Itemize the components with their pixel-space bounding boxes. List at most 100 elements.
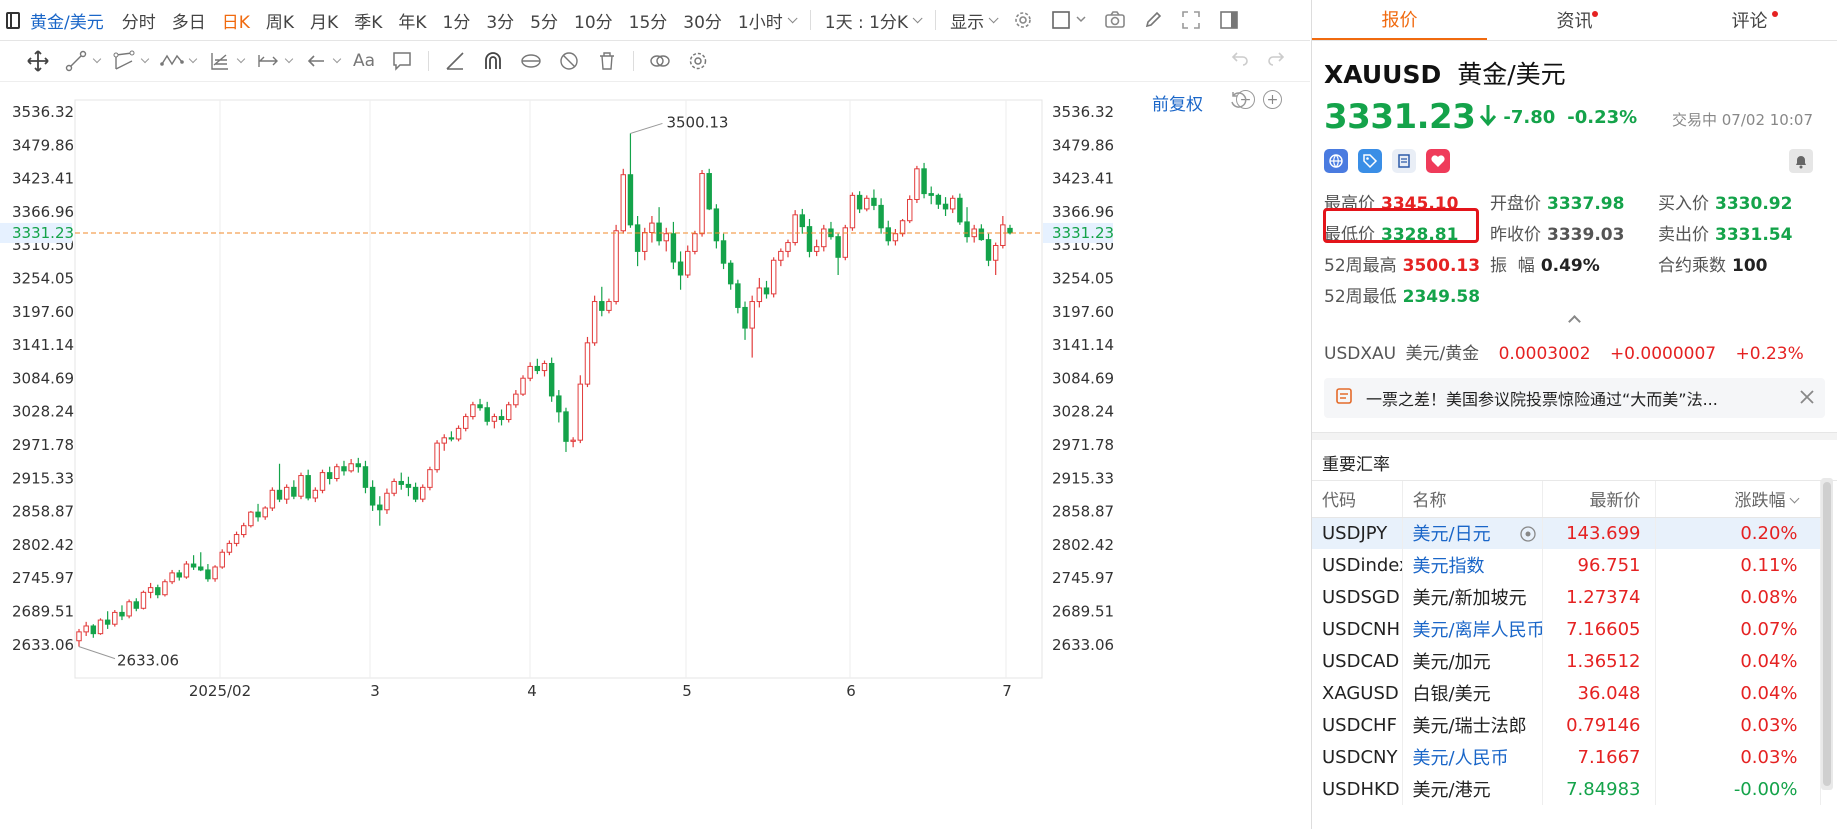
timeframe-yearly[interactable]: 年K <box>398 12 427 33</box>
fx-name[interactable]: 美元/瑞士法郎 <box>1402 709 1543 741</box>
candle-body <box>505 404 512 421</box>
interval-dropdown[interactable]: 1小时 <box>738 8 798 33</box>
bell-icon[interactable] <box>1789 149 1813 173</box>
collapse-stats-button[interactable] <box>1324 309 1825 329</box>
news-ticker[interactable]: 一票之差！美国参议院投票惊险通过“大而美”法... <box>1324 378 1825 418</box>
y-axis-label-left: 3536.32 <box>12 103 74 121</box>
heart-icon[interactable] <box>1426 149 1450 173</box>
fx-name[interactable]: 美元/新加坡元 <box>1402 581 1543 613</box>
symbol-selector[interactable]: 黄金/美元 <box>0 8 122 33</box>
wave-tool-icon[interactable] <box>158 47 186 75</box>
comment-tool-icon[interactable] <box>388 47 416 75</box>
side-panel-toggle-icon[interactable] <box>1217 8 1241 32</box>
candlestick-chart[interactable]: 3536.32 3536.32 3479.86 3479.86 3423.41 3423.… <box>0 82 1310 829</box>
chevron-down-icon[interactable] <box>140 54 150 64</box>
lock-drawings-icon[interactable] <box>517 47 545 75</box>
tab-quote[interactable]: 报价 <box>1312 0 1487 40</box>
camera-icon[interactable] <box>1103 8 1127 32</box>
news-headline[interactable]: 一票之差！美国参议院投票惊险通过“大而美”法... <box>1366 390 1718 409</box>
channel-tool-icon[interactable] <box>110 47 138 75</box>
ruler-tool-icon[interactable] <box>441 47 469 75</box>
measure-tool-icon[interactable] <box>254 47 282 75</box>
candle-body <box>355 463 362 468</box>
chevron-down-icon[interactable] <box>332 54 342 64</box>
table-row[interactable]: XAGUSD 白银/美元 36.048 0.04% <box>1312 677 1821 709</box>
chevron-down-icon[interactable] <box>284 54 294 64</box>
timeframe-monthly[interactable]: 月K <box>310 12 339 33</box>
fx-name[interactable]: 美元/加元 <box>1402 645 1543 677</box>
zoom-in-icon[interactable]: + <box>1263 90 1282 109</box>
tag-icon[interactable] <box>1358 149 1382 173</box>
chevron-down-icon[interactable] <box>92 54 102 64</box>
pencil-icon[interactable] <box>1141 8 1165 32</box>
scrollbar-thumb[interactable] <box>1823 482 1831 786</box>
drawing-settings-icon[interactable] <box>684 47 712 75</box>
fx-name[interactable]: 美元/港元 <box>1402 773 1543 805</box>
magnet-icon[interactable] <box>479 47 507 75</box>
timeframe-5min[interactable]: 5分 <box>530 12 558 33</box>
timeframe-3min[interactable]: 3分 <box>486 12 515 33</box>
table-row[interactable]: USDCHF 美元/瑞士法郎 0.79146 0.03% <box>1312 709 1821 741</box>
stat-label: 买入价 <box>1658 194 1709 214</box>
x-axis-label: 2025/02 <box>189 682 251 700</box>
watch-eye-icon[interactable] <box>1518 525 1538 548</box>
move-icon[interactable] <box>24 47 52 75</box>
timeframe-quarterly[interactable]: 季K <box>354 12 383 33</box>
fx-change-pct: 0.03% <box>1655 741 1821 773</box>
table-row[interactable]: USDindex 美元指数 96.751 0.11% <box>1312 549 1821 581</box>
tab-comments[interactable]: 评论 <box>1662 0 1837 40</box>
symbol-name[interactable]: 黄金/美元 <box>30 12 104 33</box>
compare-icon[interactable] <box>646 47 674 75</box>
timeframe-fenshi[interactable]: 分时 <box>121 12 156 33</box>
line-tool-icon[interactable] <box>62 47 90 75</box>
fib-tool-icon[interactable] <box>206 47 234 75</box>
arrow-tool-icon[interactable] <box>302 47 330 75</box>
chevron-down-icon[interactable] <box>188 54 198 64</box>
timeframe-weekly[interactable]: 周K <box>265 12 295 33</box>
candle-body <box>248 511 254 527</box>
table-row[interactable]: USDSGD 美元/新加坡元 1.27374 0.08% <box>1312 581 1821 613</box>
table-row[interactable]: USDCNY 美元/人民币 7.1667 0.03% <box>1312 741 1821 773</box>
adjust-mode-label[interactable]: 前复权 <box>1152 95 1203 115</box>
redo-icon[interactable] <box>1266 49 1286 73</box>
settings-gear-icon[interactable] <box>1011 8 1035 32</box>
table-row[interactable]: USDHKD 美元/港元 7.84983 -0.00% <box>1312 773 1821 805</box>
scrollbar[interactable] <box>1821 478 1833 790</box>
fx-name[interactable]: 美元/离岸人民币 <box>1402 613 1543 645</box>
fullscreen-icon[interactable] <box>1179 8 1203 32</box>
timeframe-1min[interactable]: 1分 <box>442 12 471 33</box>
fx-name[interactable]: 白银/美元 <box>1402 677 1543 709</box>
fx-change-pct: 0.03% <box>1655 709 1821 741</box>
chart-canvas[interactable]: 3536.32 3536.32 3479.86 3479.86 3423.41 3423.… <box>0 82 1310 829</box>
timeframe-duori[interactable]: 多日 <box>171 12 206 33</box>
timeframe-30min[interactable]: 30分 <box>683 12 722 33</box>
fx-name[interactable]: 美元指数 <box>1402 549 1543 581</box>
fx-name[interactable]: 美元/日元 <box>1402 517 1543 549</box>
display-dropdown[interactable]: 显示 <box>950 8 999 33</box>
tab-news[interactable]: 资讯 <box>1487 0 1662 40</box>
report-icon[interactable] <box>1392 149 1416 173</box>
layout-icon[interactable] <box>6 11 20 29</box>
chart-style-icon[interactable] <box>1049 8 1089 32</box>
fx-name[interactable]: 美元/人民币 <box>1402 741 1543 773</box>
timeframe-daily[interactable]: 日K <box>221 12 250 33</box>
trash-icon[interactable] <box>593 47 621 75</box>
col-header-price[interactable]: 最新价 <box>1542 481 1656 518</box>
timeframe-10min[interactable]: 10分 <box>574 12 613 33</box>
table-row[interactable]: USDJPY 美元/日元 143.699 0.20% <box>1312 517 1821 549</box>
text-tool-icon[interactable]: Aa <box>352 51 376 71</box>
inverse-quote-row[interactable]: USDXAU 美元/黄金 0.0003002 +0.0000007 +0.23% <box>1312 329 1837 364</box>
chevron-down-icon[interactable] <box>236 54 246 64</box>
toolbar-divider <box>633 51 634 71</box>
globe-icon[interactable] <box>1324 149 1348 173</box>
table-row[interactable]: USDCAD 美元/加元 1.36512 0.04% <box>1312 645 1821 677</box>
hide-drawings-icon[interactable] <box>555 47 583 75</box>
col-header-name[interactable]: 名称 <box>1402 481 1543 518</box>
table-row[interactable]: USDCNH 美元/离岸人民币 7.16605 0.07% <box>1312 613 1821 645</box>
close-icon[interactable] <box>1797 387 1817 411</box>
undo-icon[interactable] <box>1230 49 1250 73</box>
col-header-change-pct[interactable]: 涨跌幅 <box>1655 481 1821 518</box>
timeframe-15min[interactable]: 15分 <box>628 12 668 33</box>
col-header-code[interactable]: 代码 <box>1312 481 1403 518</box>
range-dropdown[interactable]: 1天 : 1分K <box>825 8 923 33</box>
